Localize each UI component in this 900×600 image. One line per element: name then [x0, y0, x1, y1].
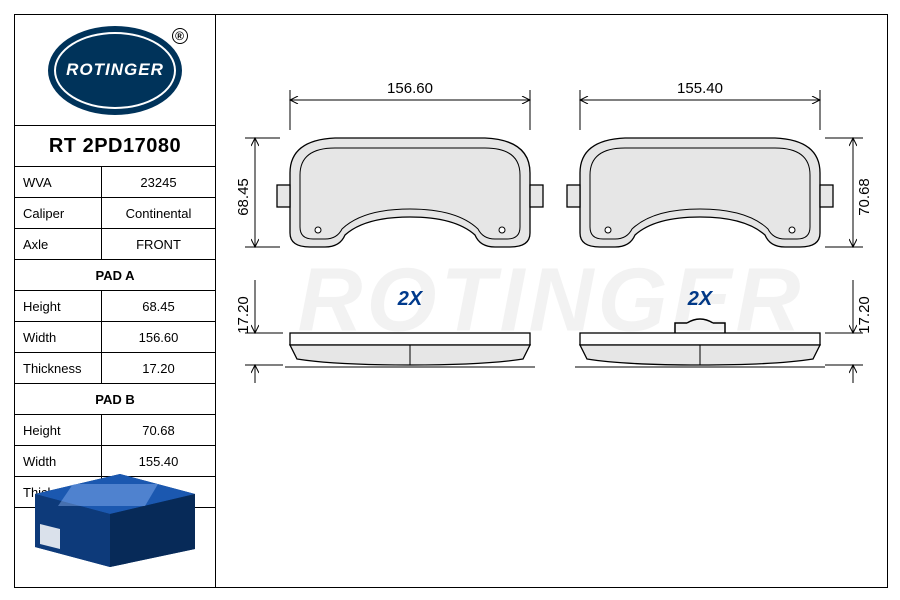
- pad-b-height-value: 70.68: [102, 415, 216, 446]
- brand-logo: ROTINGER ®: [48, 26, 182, 115]
- table-row: Axle FRONT: [15, 229, 215, 260]
- wva-value: 23245: [102, 167, 216, 198]
- pad-a-width-label: Width: [15, 322, 102, 353]
- wva-label: WVA: [15, 167, 102, 198]
- caliper-value: Continental: [102, 198, 216, 229]
- pad-a-qty: 2X: [397, 288, 424, 310]
- drawing-frame: ROTINGER ® RT 2PD17080 WVA 23245 Caliper…: [14, 14, 888, 588]
- pad-a-height-label: Height: [15, 291, 102, 322]
- pad-a-width-dim: 156.60: [387, 80, 433, 97]
- pad-a-height-dim: 68.45: [235, 178, 252, 216]
- pad-a-width-value: 156.60: [102, 322, 216, 353]
- pad-a-thick-label: Thickness: [15, 353, 102, 384]
- pad-b-qty: 2X: [687, 288, 714, 310]
- logo-cell: ROTINGER ®: [15, 15, 215, 126]
- table-row: PAD A: [15, 260, 215, 291]
- table-row: Thickness 17.20: [15, 353, 215, 384]
- axle-value: FRONT: [102, 229, 216, 260]
- pad-b-height-label: Height: [15, 415, 102, 446]
- pad-b-width-dim: 155.40: [677, 80, 723, 97]
- left-column: ROTINGER ® RT 2PD17080 WVA 23245 Caliper…: [15, 15, 216, 587]
- pad-a-thick-value: 17.20: [102, 353, 216, 384]
- axle-label: Axle: [15, 229, 102, 260]
- package-box-icon: [25, 459, 205, 569]
- table-row: Height 68.45: [15, 291, 215, 322]
- part-number: RT 2PD17080: [15, 126, 215, 167]
- pad-a-title: PAD A: [15, 260, 215, 291]
- table-row: Caliper Continental: [15, 198, 215, 229]
- pad-a-height-value: 68.45: [102, 291, 216, 322]
- table-row: Height 70.68: [15, 415, 215, 446]
- table-row: PAD B: [15, 384, 215, 415]
- spec-table: WVA 23245 Caliper Continental Axle FRONT…: [15, 167, 215, 508]
- registered-icon: ®: [172, 28, 188, 44]
- pad-b-title: PAD B: [15, 384, 215, 415]
- table-row: WVA 23245: [15, 167, 215, 198]
- caliper-label: Caliper: [15, 198, 102, 229]
- pad-b-height-dim: 70.68: [856, 178, 873, 216]
- logo-text: ROTINGER: [66, 60, 164, 80]
- diagram-area: ROTINGER: [215, 15, 887, 587]
- pad-b-thick-dim: 17.20: [856, 296, 873, 334]
- table-row: Width 156.60: [15, 322, 215, 353]
- technical-drawing: 156.60 155.40 68.45 70.68 2X 2X: [215, 15, 887, 587]
- pad-a-thick-dim: 17.20: [235, 296, 252, 334]
